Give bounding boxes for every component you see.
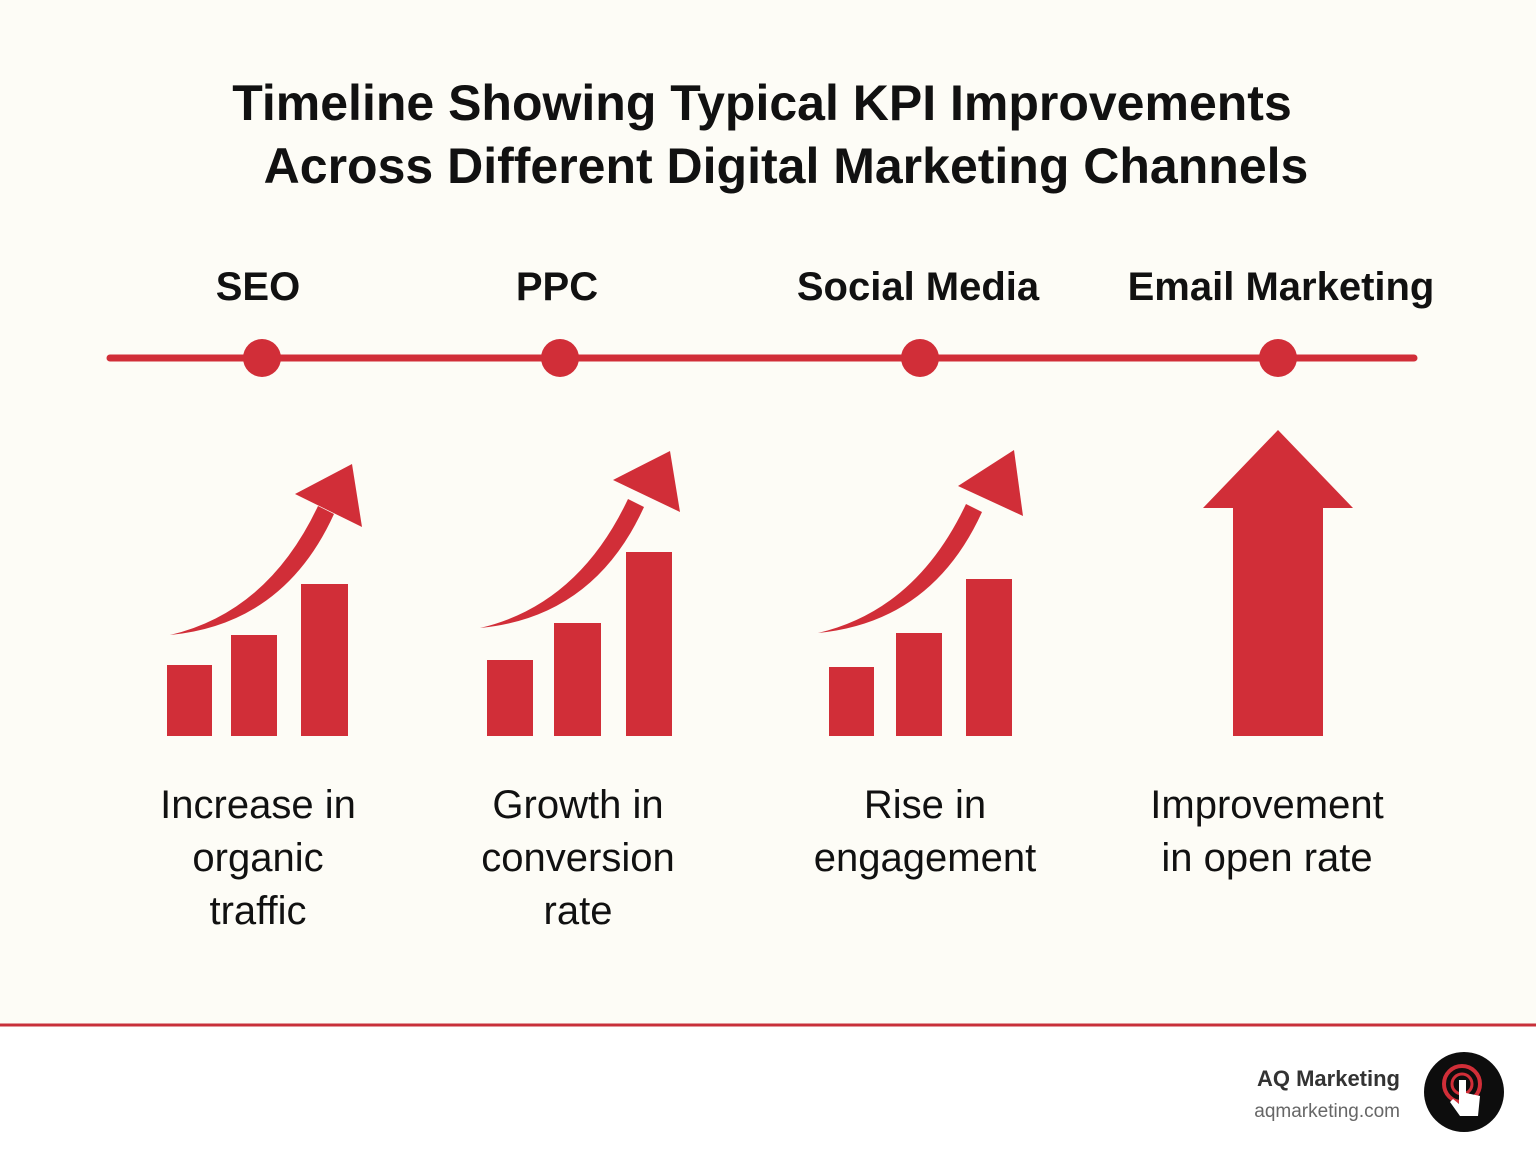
- icon-arrow: [170, 464, 362, 635]
- icon-bar: [231, 635, 277, 736]
- timeline-dot: [541, 339, 579, 377]
- icon-arrow-shaft: [1233, 505, 1323, 736]
- icon-seo: [167, 464, 362, 736]
- channel-description: organic: [192, 836, 323, 880]
- icon-arrow-head: [1203, 430, 1353, 508]
- channel-description: Growth in: [492, 783, 663, 827]
- channel-label: SEO: [216, 265, 300, 309]
- brand-url: aqmarketing.com: [1254, 1101, 1400, 1122]
- icon-email: [1203, 430, 1353, 736]
- timeline-dots: [243, 339, 1297, 377]
- timeline-dot: [1259, 339, 1297, 377]
- icon-bar: [896, 633, 942, 736]
- channel-description: traffic: [209, 889, 306, 933]
- channel-description: Increase in: [160, 783, 356, 827]
- channel-description: in open rate: [1161, 836, 1372, 880]
- channel-description: rate: [544, 889, 613, 933]
- channel-label: Email Marketing: [1128, 265, 1435, 309]
- channel-label: Social Media: [797, 265, 1040, 309]
- channel-description: conversion: [481, 836, 674, 880]
- timeline-dot: [901, 339, 939, 377]
- icon-bar: [301, 584, 348, 736]
- brand-logo: [1424, 1052, 1504, 1132]
- icon-bar: [554, 623, 601, 736]
- descriptions: Increase in organic traffic Growth in conver…: [160, 783, 1384, 933]
- icon-bar: [829, 667, 874, 736]
- icon-bar: [626, 552, 672, 736]
- channel-label: PPC: [516, 265, 598, 309]
- icon-social: [818, 450, 1023, 736]
- icon-arrow: [818, 450, 1023, 633]
- footer-background: [0, 1025, 1536, 1154]
- channel-description: Improvement: [1150, 783, 1383, 827]
- title-line: Across Different Digital Marketing Chann…: [264, 138, 1309, 194]
- channel-description: engagement: [814, 836, 1036, 880]
- timeline-dot: [243, 339, 281, 377]
- icon-bar: [167, 665, 212, 736]
- brand-name: AQ Marketing: [1257, 1066, 1400, 1091]
- icon-ppc: [480, 451, 680, 736]
- title-line: Timeline Showing Typical KPI Improvement…: [232, 75, 1292, 131]
- icon-bar: [487, 660, 533, 736]
- icon-bar: [966, 579, 1012, 736]
- icon-arrow: [480, 451, 680, 628]
- channel-description: Rise in: [864, 783, 986, 827]
